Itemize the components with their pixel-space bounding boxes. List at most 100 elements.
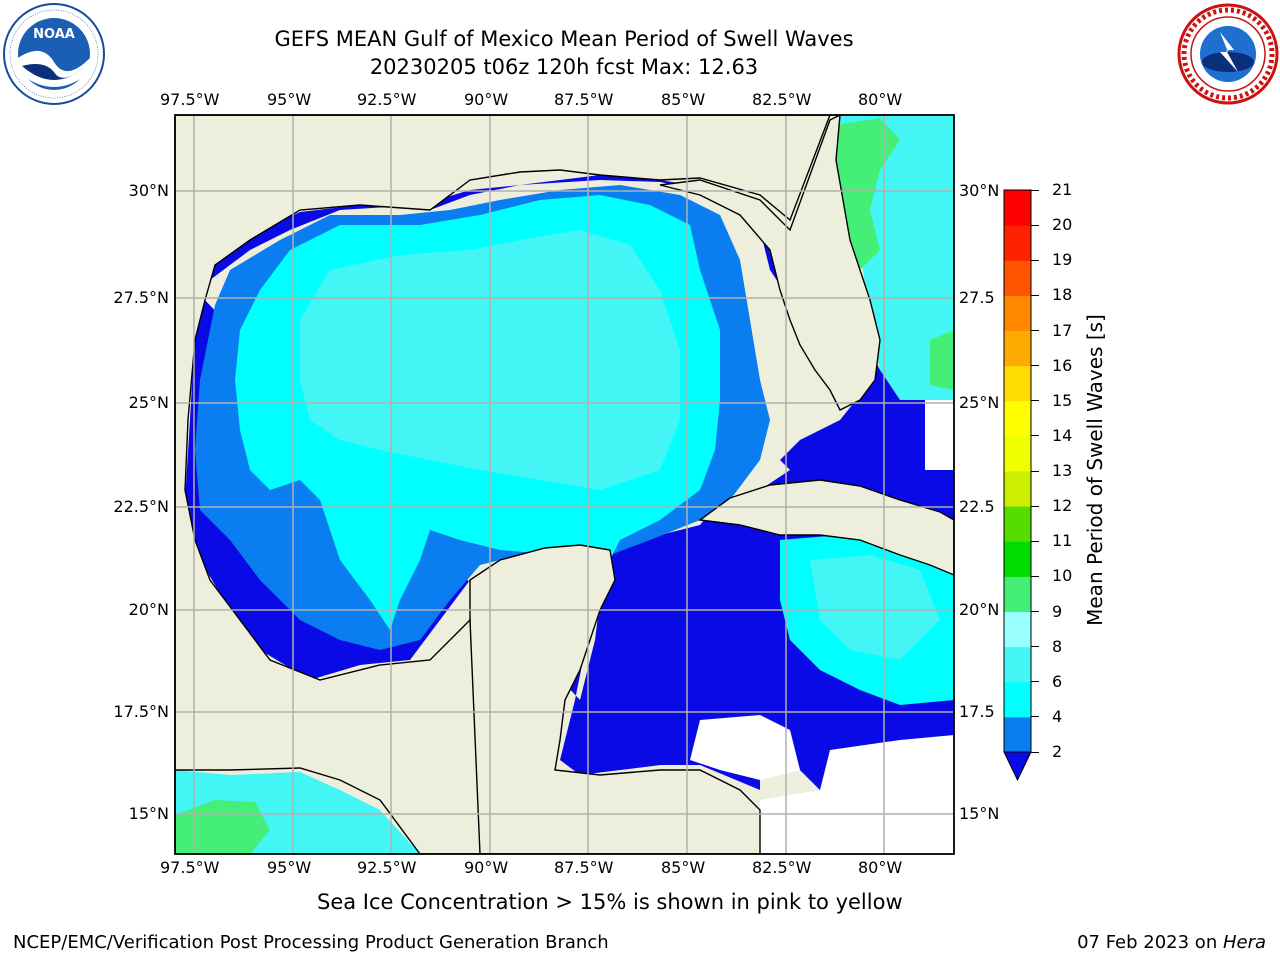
lon-label-top: 90°W <box>464 90 509 109</box>
lon-label-top: 82.5°W <box>752 90 812 109</box>
footer-date-text: 07 Feb 2023 on <box>1077 932 1223 953</box>
colorbar-tick-mark <box>1031 330 1039 331</box>
colorbar-label: Mean Period of Swell Waves [s] <box>1083 314 1107 626</box>
colorbar-segment <box>1004 330 1031 367</box>
lat-label-right: 25°N <box>959 393 1000 412</box>
lon-label-top: 92.5°W <box>357 90 417 109</box>
lon-label-top: 85°W <box>661 90 706 109</box>
colorbar-tick-mark <box>1031 575 1039 577</box>
colorbar-segment <box>1004 471 1031 507</box>
colorbar-tick-mark <box>1031 435 1039 437</box>
colorbar-tick-mark <box>1031 751 1039 753</box>
colorbar-tick-mark <box>1031 189 1039 191</box>
lat-label-left: 17.5°N <box>113 702 169 721</box>
colorbar-tick-label: 20 <box>1052 215 1073 235</box>
caribbean-land-gaps <box>690 400 954 854</box>
colorbar-segment <box>1004 611 1031 648</box>
colorbar-segment <box>1004 646 1031 683</box>
colorbar-tick-label: 18 <box>1052 285 1073 305</box>
colorbar-segment <box>1004 190 1031 226</box>
colorbar-tick-mark <box>1031 540 1039 542</box>
lat-label-right: 30°N <box>959 181 1000 200</box>
lon-label-bottom: 90°W <box>464 858 509 877</box>
lon-label-top: 95°W <box>267 90 312 109</box>
colorbar-tick-mark <box>1031 259 1039 261</box>
atlantic-water-green <box>835 118 954 390</box>
colorbar-tick-mark <box>1031 470 1039 472</box>
cuba-land <box>698 479 954 576</box>
footer-credit: NCEP/EMC/Verification Post Processing Pr… <box>13 932 609 953</box>
lon-label-top: 97.5°W <box>160 90 220 109</box>
colorbar-segment <box>1004 576 1031 612</box>
colorbar-segment <box>1004 506 1031 542</box>
colorbar-tick-mark <box>1031 365 1039 367</box>
noaa-logo: NOAA <box>3 3 105 105</box>
lon-label-bottom: 85°W <box>661 858 706 877</box>
colorbar-tick-label: 4 <box>1052 706 1063 726</box>
colorbar-tick-label: 8 <box>1052 636 1063 656</box>
colorbar-tick-label: 6 <box>1052 671 1063 691</box>
colorbar-tick-label: 19 <box>1052 250 1073 270</box>
lat-label-right: 27.5 <box>959 288 995 307</box>
lon-label-bottom: 97.5°W <box>160 858 220 877</box>
lon-label-bottom: 87.5°W <box>554 858 614 877</box>
colorbar-tick-label: 10 <box>1052 566 1073 586</box>
footer-date: 07 Feb 2023 on Hera <box>1077 932 1266 953</box>
mexico-land <box>175 115 831 854</box>
colorbar-segment <box>1004 260 1031 296</box>
colorbar-tick-mark <box>1031 611 1039 612</box>
colorbar-segment <box>1004 365 1031 402</box>
lat-label-right: 15°N <box>959 804 1000 823</box>
colorbar-tick-label: 14 <box>1052 425 1073 445</box>
lat-label-right: 17.5 <box>959 702 995 721</box>
colorbar-extend-arrow <box>1003 751 1032 782</box>
lat-label-right: 20°N <box>959 600 1000 619</box>
colorbar <box>1003 189 1032 782</box>
colorbar-tick-label: 9 <box>1052 601 1063 621</box>
colorbar-tick-label: 12 <box>1052 496 1073 516</box>
colorbar-tick-mark <box>1031 224 1039 226</box>
colorbar-tick-mark <box>1031 716 1039 718</box>
map-frame <box>174 114 955 855</box>
colorbar-tick-label: 17 <box>1052 320 1073 340</box>
lon-label-bottom: 95°W <box>267 858 312 877</box>
colorbar-segment <box>1004 435 1031 472</box>
colorbar-tick-label: 21 <box>1052 180 1073 199</box>
colorbar-segment <box>1004 295 1031 331</box>
colorbar-tick-label: 11 <box>1052 531 1073 551</box>
lat-label-left: 15°N <box>128 804 169 823</box>
colorbar-tick-mark <box>1031 681 1039 683</box>
lon-label-bottom: 80°W <box>858 858 903 877</box>
colorbar-tick-label: 15 <box>1052 390 1073 410</box>
lat-label-right: 22.5 <box>959 497 995 516</box>
lat-label-left: 25°N <box>128 393 169 412</box>
graticule <box>175 115 954 854</box>
colorbar-segment <box>1004 716 1031 753</box>
map-title: GEFS MEAN Gulf of Mexico Mean Period of … <box>274 27 854 51</box>
svg-text:NOAA: NOAA <box>33 27 75 42</box>
colorbar-segment <box>1004 400 1031 437</box>
colorbar-segment <box>1004 681 1031 718</box>
colorbar-tick-label: 16 <box>1052 355 1073 375</box>
colorbar-tick-label: 2 <box>1052 742 1063 761</box>
colorbar-segment <box>1004 541 1031 577</box>
lon-label-bottom: 82.5°W <box>752 858 812 877</box>
map-subtitle: 20230205 t06z 120h fcst Max: 12.63 <box>369 55 759 79</box>
lat-label-left: 22.5°N <box>113 497 169 516</box>
caribbean-water-light <box>810 555 940 660</box>
colorbar-tick-mark <box>1031 294 1039 296</box>
footer-host: Hera <box>1222 932 1266 953</box>
lat-label-left: 20°N <box>128 600 169 619</box>
nws-logo <box>1177 3 1279 105</box>
lat-label-left: 27.5°N <box>113 288 169 307</box>
colorbar-tick-label: 13 <box>1052 461 1073 480</box>
colorbar-tick-mark <box>1031 646 1039 648</box>
colorbar-tick-mark <box>1031 400 1039 402</box>
lon-label-top: 87.5°W <box>554 90 614 109</box>
florida-land <box>659 115 881 411</box>
lat-label-left: 30°N <box>128 181 169 200</box>
sea-ice-note-text: Sea Ice Concentration > 15% is shown in … <box>317 890 903 914</box>
lon-label-bottom: 92.5°W <box>357 858 417 877</box>
colorbar-tick-mark <box>1031 505 1039 507</box>
